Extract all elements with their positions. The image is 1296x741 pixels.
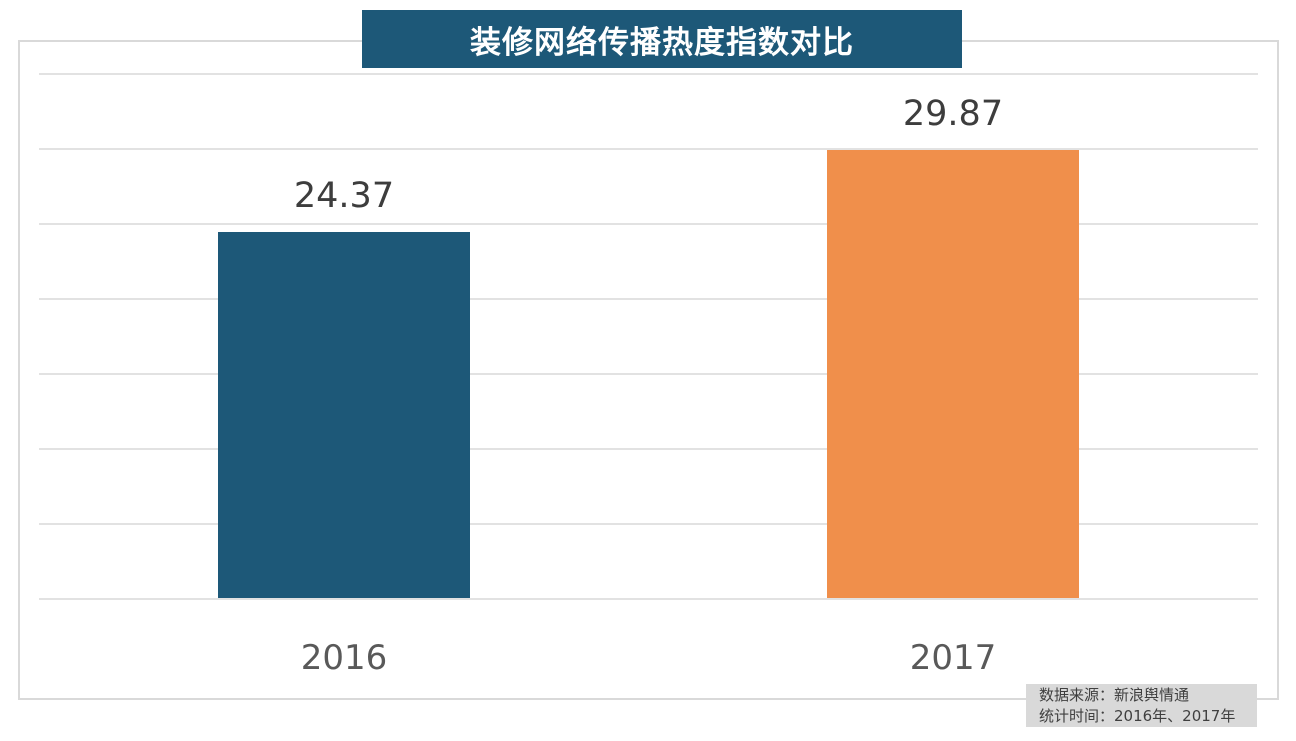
gridline-y-0 (39, 598, 1258, 600)
gridline-y-35 (39, 73, 1258, 75)
source-box: 数据来源：新浪舆情通 统计时间：2016年、2017年 (1026, 684, 1257, 727)
source-line-period: 统计时间：2016年、2017年 (1039, 707, 1236, 725)
gridline-y-10 (39, 448, 1258, 450)
source-line-datasource: 数据来源：新浪舆情通 (1039, 686, 1190, 704)
x-axis-label-2016: 2016 (300, 638, 388, 678)
bar-value-label-2017: 29.87 (902, 94, 1004, 134)
bar-2017 (827, 150, 1079, 598)
bar-value-label-2016: 24.37 (293, 176, 395, 216)
gridline-y-15 (39, 373, 1258, 375)
plot-area: 24.37 2016 29.87 2017 (18, 40, 1279, 700)
gridline-y-30 (39, 148, 1258, 150)
gridline-y-25 (39, 223, 1258, 225)
chart-title-banner: 装修网络传播热度指数对比 (362, 10, 962, 68)
bar-2016 (218, 232, 470, 598)
gridline-y-20 (39, 298, 1258, 300)
gridline-y-5 (39, 523, 1258, 525)
x-axis-label-2017: 2017 (909, 638, 997, 678)
chart-title: 装修网络传播热度指数对比 (470, 24, 854, 61)
